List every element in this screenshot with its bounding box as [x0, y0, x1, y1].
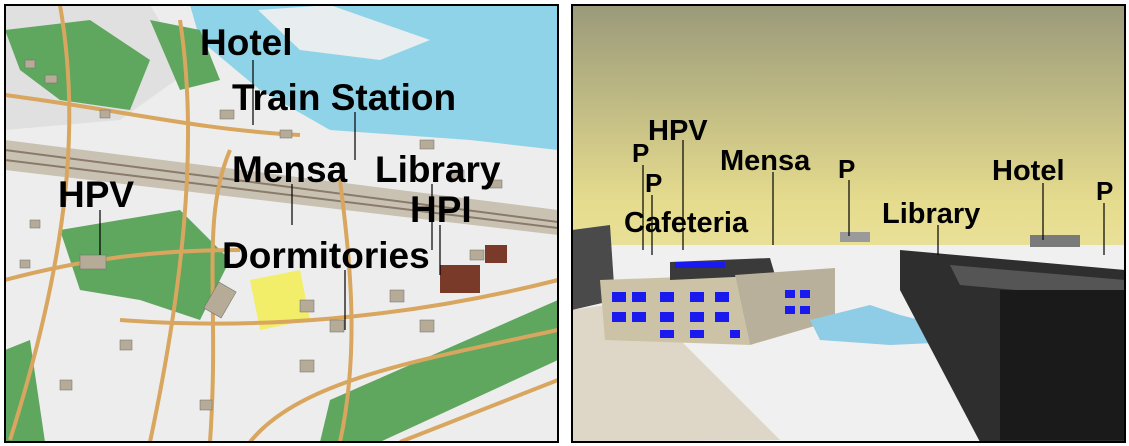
place-label: HPI: [410, 189, 472, 230]
place-label: P: [1096, 176, 1113, 206]
place-label: P: [838, 154, 855, 184]
place-label: Mensa: [720, 145, 811, 177]
aerial-view: Hotel Train Station Mensa Library HPV HP…: [5, 5, 558, 442]
place-label: Library: [882, 198, 980, 230]
place-label: HPV: [58, 174, 134, 215]
place-label: Train Station: [232, 77, 456, 118]
place-label: P: [632, 138, 649, 168]
street-view: P HPV P Mensa P Cafeteria Library Hotel …: [572, 5, 1125, 445]
place-label: Library: [375, 149, 501, 190]
place-label: HPV: [648, 115, 708, 147]
place-label: Dormitories: [222, 235, 430, 276]
place-label: Cafeteria: [624, 207, 749, 239]
place-label: Mensa: [232, 149, 348, 190]
place-label: Hotel: [992, 155, 1065, 187]
screenshot: Hotel Train Station Mensa Library HPV HP…: [0, 0, 1129, 446]
place-label: P: [645, 168, 662, 198]
place-label: Hotel: [200, 22, 293, 63]
